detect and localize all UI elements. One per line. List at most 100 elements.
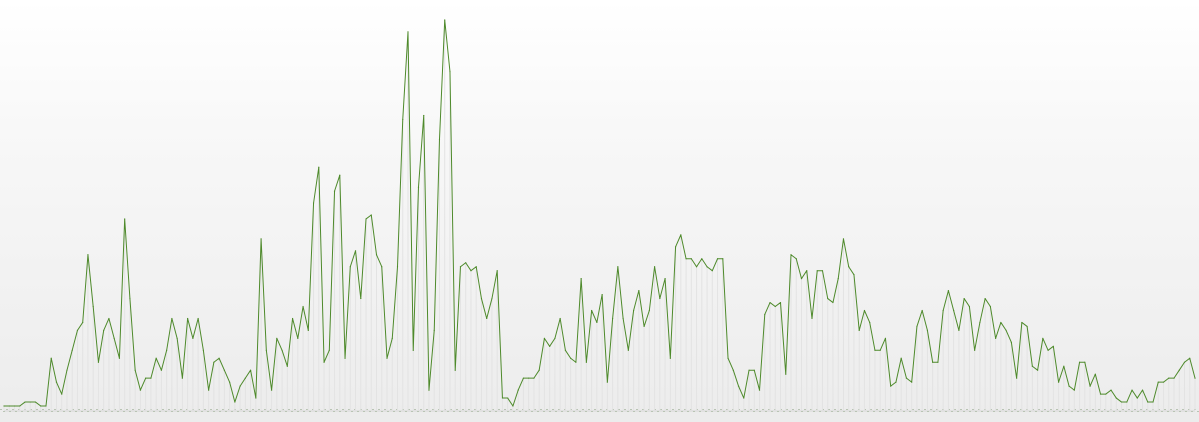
x-tick-mark (870, 409, 872, 410)
data-point (24, 401, 26, 403)
x-tick-mark (435, 411, 437, 412)
data-point (716, 258, 719, 260)
data-point (249, 369, 252, 371)
x-tick-mark (312, 409, 314, 410)
x-tick-mark (201, 411, 203, 412)
x-tick-mark (1107, 411, 1109, 412)
data-point (129, 297, 131, 300)
data-point (103, 329, 105, 331)
data-point (774, 305, 776, 308)
x-tick-mark (795, 411, 797, 412)
data-point (113, 337, 115, 339)
data-point (916, 325, 918, 328)
data-point (118, 357, 121, 359)
x-tick-mark (132, 409, 134, 410)
data-point (349, 266, 351, 268)
data-point (1068, 385, 1070, 387)
data-point (528, 377, 530, 379)
data-point (134, 369, 136, 371)
x-tick-mark (39, 411, 41, 412)
x-tick-mark (0, 409, 2, 410)
x-tick-mark (441, 411, 443, 412)
data-point (533, 377, 535, 379)
x-tick-mark (657, 411, 659, 412)
data-point (449, 71, 451, 73)
x-tick-mark (651, 411, 653, 412)
x-tick-mark (141, 411, 143, 412)
x-tick-mark (246, 409, 248, 410)
data-point (711, 270, 713, 272)
data-point (291, 317, 294, 320)
data-point (895, 381, 897, 383)
x-tick-mark (999, 411, 1001, 412)
data-point (1105, 393, 1107, 395)
x-tick-mark (921, 411, 923, 412)
x-tick-mark (78, 409, 80, 410)
x-tick-mark (186, 409, 188, 410)
data-point (848, 266, 850, 268)
data-point (229, 381, 231, 383)
x-tick-mark (1047, 411, 1049, 412)
x-tick-mark (510, 409, 512, 410)
x-tick-mark (918, 409, 920, 410)
x-tick-mark (18, 409, 20, 410)
x-tick-mark (627, 411, 629, 412)
data-point (643, 325, 645, 328)
x-tick-mark (864, 409, 866, 410)
x-tick-mark (1011, 411, 1013, 412)
data-point (853, 274, 855, 276)
x-tick-mark (765, 411, 767, 412)
x-tick-mark (465, 411, 467, 412)
data-point (1016, 377, 1018, 379)
data-point (669, 357, 671, 359)
data-point (617, 266, 619, 268)
x-tick-mark (225, 411, 227, 412)
x-tick-mark (162, 409, 164, 410)
x-tick-mark (1122, 409, 1124, 410)
x-tick-mark (624, 409, 626, 410)
data-point (1052, 345, 1054, 347)
x-tick-mark (69, 411, 71, 412)
x-tick-mark (168, 409, 170, 410)
data-point (1152, 401, 1154, 403)
data-point (1189, 357, 1191, 359)
x-tick-mark (420, 409, 422, 410)
x-tick-mark (867, 411, 869, 412)
x-tick-mark (228, 409, 230, 410)
x-tick-mark (1062, 409, 1064, 410)
x-tick-mark (1179, 411, 1181, 412)
data-point (549, 345, 551, 347)
x-tick-mark (1176, 409, 1178, 410)
data-point (45, 405, 47, 407)
x-tick-mark (492, 409, 494, 410)
data-point (653, 266, 656, 268)
data-point (979, 321, 981, 324)
x-tick-mark (609, 411, 611, 412)
data-point (1094, 373, 1096, 375)
x-tick-mark (675, 411, 677, 412)
data-point (727, 357, 729, 359)
data-point (139, 389, 142, 391)
x-tick-mark (354, 409, 356, 410)
x-tick-mark (489, 411, 491, 412)
x-tick-mark (807, 411, 809, 412)
data-point (312, 202, 315, 204)
data-point (1183, 361, 1186, 363)
x-tick-mark (93, 411, 95, 412)
x-tick-mark (576, 409, 578, 410)
x-tick-mark (1185, 411, 1187, 412)
data-point (517, 389, 519, 391)
x-tick-mark (1002, 409, 1004, 410)
x-tick-mark (27, 411, 29, 412)
x-tick-mark (42, 409, 44, 410)
x-tick-mark (483, 411, 485, 412)
x-tick-mark (516, 409, 518, 410)
x-tick-mark (978, 409, 980, 410)
data-point (869, 321, 871, 324)
x-tick-mark (279, 411, 281, 412)
data-point (570, 357, 572, 359)
x-tick-mark (1050, 409, 1052, 410)
data-point (947, 290, 950, 292)
x-tick-mark (873, 411, 875, 412)
x-tick-mark (1029, 411, 1031, 412)
